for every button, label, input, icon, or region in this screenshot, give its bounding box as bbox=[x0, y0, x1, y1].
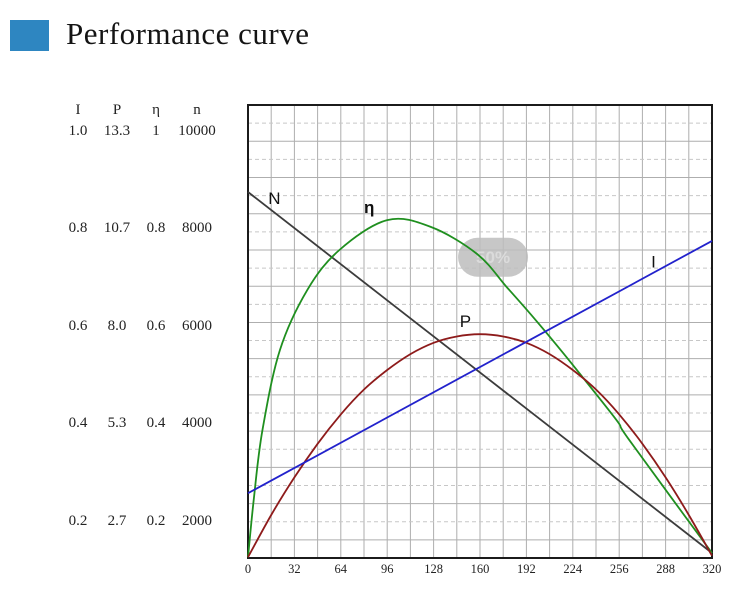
x-axis-tick-label: 288 bbox=[656, 562, 675, 576]
axis-value-cell: 8.0 bbox=[107, 317, 127, 334]
series-N-curve bbox=[247, 191, 713, 554]
series-label-η: η bbox=[364, 198, 374, 217]
x-axis-tick-label: 0 bbox=[245, 562, 251, 576]
axis-table-row: 0.6 8.0 0.6 6000 bbox=[59, 317, 219, 335]
series-label-I: I bbox=[651, 252, 656, 271]
axis-value-cell: 0.8 bbox=[68, 220, 88, 236]
series-label-P: P bbox=[460, 312, 471, 331]
axis-table-row: 1.0 13.3 1 10000 bbox=[59, 122, 219, 140]
axis-value-cell: 5.3 bbox=[107, 415, 127, 431]
axis-value-cell: 10.7 bbox=[103, 220, 131, 236]
axis-value-cell: 0.2 bbox=[68, 512, 88, 529]
axis-column-header: n bbox=[193, 102, 201, 118]
series-P-curve bbox=[247, 333, 713, 558]
axis-value-cell: 2000 bbox=[182, 512, 212, 529]
axis-value-cell: 4000 bbox=[182, 415, 212, 431]
x-axis-labels: 0 32 64 96 128 160 192 224 256 288 320 bbox=[245, 562, 722, 576]
x-axis-tick-label: 192 bbox=[517, 562, 536, 576]
zoom-watermark: 50% bbox=[458, 237, 529, 277]
axis-value-cell: 0.4 bbox=[68, 415, 88, 431]
axis-value-cell: 6000 bbox=[182, 317, 212, 334]
x-axis-tick-label: 64 bbox=[335, 562, 348, 576]
axis-value-cell: 0.6 bbox=[68, 317, 88, 334]
axis-column-header: η bbox=[152, 102, 160, 118]
chart-grid bbox=[248, 105, 712, 558]
axis-value-cell: 0.2 bbox=[146, 512, 166, 529]
x-axis-tick-label: 96 bbox=[381, 562, 394, 576]
axis-table-row: 0.2 2.7 0.2 2000 bbox=[59, 512, 219, 530]
x-axis-tick-label: 160 bbox=[471, 562, 490, 576]
x-axis-tick-label: 32 bbox=[288, 562, 301, 576]
axis-value-cell: 0.4 bbox=[146, 415, 166, 431]
axis-column-header: P bbox=[112, 102, 122, 118]
axis-value-cell: 1 bbox=[152, 122, 160, 139]
axis-value-cell: 8000 bbox=[182, 220, 212, 236]
x-axis-tick-label: 320 bbox=[703, 562, 722, 576]
axis-table-row: 0.4 5.3 0.4 4000 bbox=[59, 414, 219, 432]
zoom-watermark-text: 50% bbox=[476, 248, 510, 267]
x-axis-tick-label: 256 bbox=[610, 562, 629, 576]
series-I-curve bbox=[247, 240, 713, 494]
axis-value-cell: 0.6 bbox=[146, 317, 166, 334]
page-title: Performance curve bbox=[66, 16, 310, 51]
axis-value-cell: 1.0 bbox=[68, 122, 88, 139]
chart-border bbox=[247, 104, 713, 559]
axis-value-cell: 2.7 bbox=[107, 512, 127, 529]
zoom-watermark-pill bbox=[458, 237, 529, 277]
series-label-N: N bbox=[268, 189, 280, 208]
axis-value-cell: 0.8 bbox=[146, 220, 166, 236]
axis-value-cell: 10000 bbox=[178, 122, 216, 139]
x-axis-tick-label: 224 bbox=[563, 562, 583, 576]
title-bullet-icon bbox=[10, 20, 49, 51]
axis-table-row: 0.8 10.7 0.8 8000 bbox=[59, 219, 219, 237]
x-axis-tick-label: 128 bbox=[424, 562, 443, 576]
axis-column-header: I bbox=[75, 102, 81, 118]
series-η-curve bbox=[247, 217, 713, 558]
axis-value-cell: 13.3 bbox=[103, 122, 131, 139]
